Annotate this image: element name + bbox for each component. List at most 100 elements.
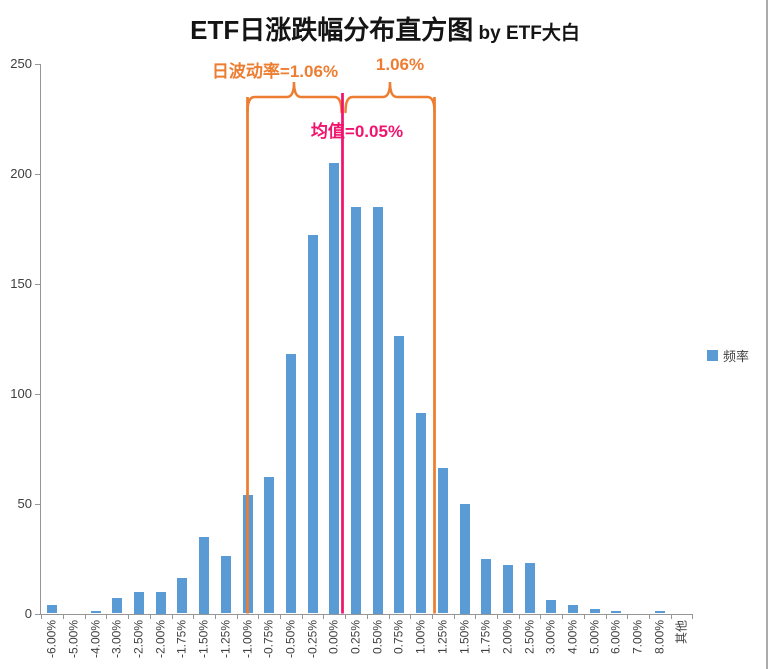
x-axis-tick	[562, 614, 564, 619]
y-axis-label: 250	[10, 55, 32, 71]
bar[interactable]	[285, 353, 296, 614]
x-axis-tick	[692, 614, 694, 619]
bar[interactable]	[220, 556, 231, 614]
x-axis-tick	[323, 614, 325, 619]
x-axis-tick	[475, 614, 477, 619]
bar[interactable]	[481, 558, 492, 614]
bar[interactable]	[112, 598, 123, 614]
y-axis-tick	[35, 503, 40, 505]
x-axis-label: 1.75%	[478, 619, 493, 654]
bar[interactable]	[264, 477, 275, 614]
bar[interactable]	[416, 413, 427, 614]
x-axis-tick	[388, 614, 390, 619]
legend-label: 频率	[723, 349, 750, 364]
chart-title: ETF日涨跌幅分布直方图 by ETF大白	[0, 10, 770, 47]
x-axis-tick	[63, 614, 65, 619]
x-axis-label: -1.75%	[174, 619, 189, 658]
x-axis-tick	[106, 614, 108, 619]
x-axis-tick	[193, 614, 195, 619]
legend[interactable]: 频率	[707, 346, 749, 365]
bar[interactable]	[568, 604, 578, 614]
x-axis-tick	[41, 614, 43, 619]
x-axis-tick	[605, 614, 607, 619]
bar[interactable]	[372, 206, 383, 614]
volatility-brace-right	[344, 81, 436, 114]
x-axis-label: -6.00%	[44, 619, 59, 658]
bar[interactable]	[199, 536, 210, 614]
x-axis-label: 0.25%	[348, 619, 363, 654]
bar[interactable]	[242, 494, 253, 614]
x-axis-label: 5.00%	[587, 619, 602, 654]
mean-annotation: 均值=0.05%	[310, 122, 404, 141]
x-axis-tick	[627, 614, 629, 619]
y-axis-tick	[35, 283, 40, 285]
bar[interactable]	[47, 604, 58, 614]
x-axis-tick	[214, 614, 216, 619]
chart-title-suffix: by ETF大白	[473, 23, 580, 44]
bar[interactable]	[437, 468, 448, 614]
x-axis-label: -0.25%	[305, 619, 320, 658]
x-axis-tick	[84, 614, 86, 619]
bar[interactable]	[329, 162, 340, 614]
x-axis-label: -1.25%	[218, 619, 233, 658]
bar[interactable]	[351, 206, 361, 614]
bar[interactable]	[394, 336, 405, 614]
bar[interactable]	[546, 600, 557, 614]
y-axis-tick	[35, 173, 40, 175]
bar[interactable]	[134, 591, 144, 614]
x-axis-tick	[171, 614, 173, 619]
x-axis-tick	[236, 614, 238, 619]
x-axis-tick	[648, 614, 650, 619]
y-axis-tick	[35, 393, 40, 395]
volatility-brace-left	[246, 81, 343, 114]
x-axis-label: -0.50%	[283, 619, 298, 658]
x-axis-label: 1.50%	[457, 619, 471, 654]
bar[interactable]	[589, 609, 600, 614]
x-axis-tick	[431, 614, 433, 619]
legend-swatch-icon	[707, 350, 718, 361]
window-edge-line	[766, 0, 768, 669]
bar[interactable]	[155, 591, 166, 614]
x-axis-label: -3.00%	[109, 619, 124, 658]
bar[interactable]	[459, 503, 470, 614]
x-axis-tick	[280, 614, 282, 619]
bar[interactable]	[524, 562, 535, 614]
x-axis-tick	[366, 614, 368, 619]
x-axis-label: 0.50%	[370, 619, 385, 654]
bar[interactable]	[654, 611, 665, 614]
volatility-left-annotation: 日波动率=1.06%	[211, 62, 339, 81]
bar[interactable]	[611, 611, 622, 614]
bar[interactable]	[90, 611, 101, 614]
x-axis-tick	[128, 614, 130, 619]
volatility-right-annotation: 1.06%	[375, 55, 425, 74]
x-axis-label: 其他	[674, 619, 688, 644]
x-axis-label: 3.00%	[543, 619, 558, 654]
x-axis-label: 2.50%	[522, 619, 537, 654]
bar[interactable]	[307, 235, 318, 614]
bar[interactable]	[177, 578, 188, 614]
x-axis-label: 7.00%	[630, 619, 645, 654]
x-axis-tick	[453, 614, 455, 619]
x-axis-tick	[518, 614, 520, 619]
x-axis-tick	[670, 614, 672, 619]
x-axis-tick	[497, 614, 499, 619]
x-axis-tick	[301, 614, 303, 619]
x-axis-label: 4.00%	[565, 619, 580, 654]
x-axis-label: 0.75%	[391, 619, 406, 654]
x-axis-label: -4.00%	[88, 619, 103, 658]
x-axis-label: -1.00%	[240, 619, 254, 658]
bar[interactable]	[502, 565, 513, 614]
x-axis-tick	[583, 614, 585, 619]
y-axis-line	[40, 63, 41, 614]
y-axis-label: 200	[10, 165, 32, 181]
x-axis-label: 1.25%	[435, 619, 450, 654]
y-axis-label: 150	[10, 275, 32, 291]
y-axis-tick	[35, 63, 40, 65]
x-axis-tick	[345, 614, 347, 619]
x-axis-tick	[410, 614, 412, 619]
x-axis-label: -0.75%	[261, 619, 276, 658]
x-axis-label: 1.00%	[413, 619, 428, 654]
x-axis-label: 2.00%	[500, 619, 515, 654]
y-axis-tick	[35, 613, 40, 615]
